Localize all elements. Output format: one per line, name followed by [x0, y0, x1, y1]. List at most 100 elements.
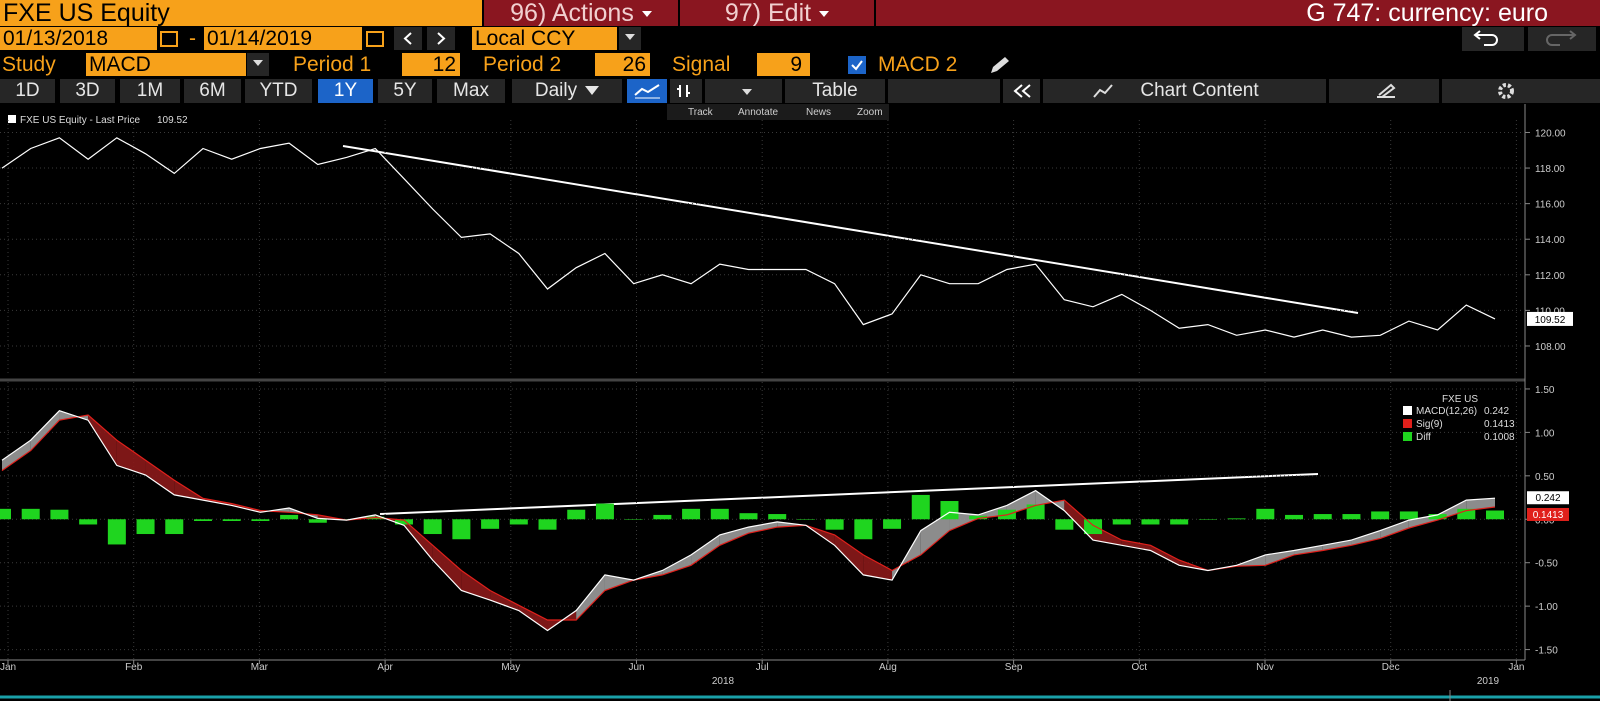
- end-date[interactable]: 01/14/2019: [204, 27, 362, 50]
- macd-fill: [691, 534, 720, 566]
- diff-bar: [1170, 519, 1189, 525]
- legend-swatch: [8, 115, 16, 123]
- calendar-icon[interactable]: [160, 31, 178, 47]
- settings-buttons[interactable]: [1329, 79, 1600, 103]
- chart-bg: [0, 104, 1600, 701]
- actions-menu[interactable]: 96) Actions: [484, 0, 678, 26]
- currency[interactable]: Local CCY: [472, 27, 617, 50]
- macd-fill: [863, 554, 893, 581]
- macd-fill: [719, 527, 749, 546]
- legend-value: 0.1413: [1484, 419, 1515, 430]
- last-value-box: [1527, 507, 1569, 521]
- price-legend: FXE US Equity - Last Price: [20, 115, 140, 126]
- tool-button[interactable]: Annotate: [738, 107, 779, 118]
- range-button[interactable]: 1Y: [318, 79, 373, 103]
- last-value-box: [1527, 311, 1573, 326]
- x-tick-label: Dec: [1382, 662, 1400, 673]
- legend-swatch: [1403, 406, 1412, 415]
- legend-swatch: [1403, 419, 1412, 428]
- series-line: [1, 410, 1496, 632]
- diff-bar: [21, 508, 40, 520]
- study-dropdown[interactable]: [247, 53, 269, 76]
- macd-fill: [1322, 540, 1352, 551]
- diff-bar: [1457, 508, 1476, 520]
- x-tick-label: Jan: [1508, 662, 1524, 673]
- y-tick-label: 120.00: [1535, 128, 1566, 139]
- period2[interactable]: 26: [595, 53, 650, 76]
- chart-style-buttons[interactable]: [627, 79, 782, 103]
- legend-name: Diff: [1416, 432, 1431, 443]
- calendar-icon[interactable]: [366, 31, 384, 47]
- series-line: [1, 414, 1496, 621]
- diff-bar: [280, 514, 299, 520]
- diff-bar: [1256, 508, 1275, 520]
- table-button[interactable]: Table: [785, 79, 885, 103]
- x-tick-label: Sep: [1005, 662, 1023, 673]
- macd-fill: [1150, 545, 1180, 566]
- diff-bar: [1428, 514, 1447, 520]
- macd-fill: [834, 534, 864, 575]
- macd2-label: MACD 2: [878, 53, 958, 76]
- undo-redo[interactable]: [1462, 27, 1596, 51]
- macd-fill: [748, 521, 778, 534]
- signal[interactable]: 9: [757, 53, 810, 76]
- currency-dropdown[interactable]: [619, 27, 641, 50]
- y-tick-label: 1.50: [1535, 385, 1555, 396]
- checkbox[interactable]: [848, 56, 866, 74]
- security[interactable]: FXE US Equity: [0, 0, 482, 26]
- y-tick-label: 114.00: [1535, 235, 1565, 246]
- price-line: [1, 137, 1496, 338]
- macd-fill: [920, 512, 950, 555]
- function-title: G 747: currency: euro: [876, 0, 1600, 26]
- macd-fill: [576, 574, 605, 621]
- diff-bar: [595, 503, 614, 520]
- edit-menu[interactable]: 97) Edit: [680, 0, 874, 26]
- diff-bar: [308, 519, 327, 523]
- macd-fill: [116, 440, 146, 475]
- diff-bar: [509, 519, 528, 525]
- range-button[interactable]: 6M: [184, 79, 241, 103]
- caret: [585, 86, 600, 96]
- range-button[interactable]: 3D: [60, 79, 115, 103]
- tool-button[interactable]: Zoom: [857, 107, 883, 118]
- tool-button[interactable]: News: [806, 107, 832, 118]
- y-tick-label: -1.00: [1535, 602, 1558, 613]
- caret: [253, 59, 263, 66]
- macd-fill: [518, 605, 548, 631]
- macd-fill: [1351, 530, 1381, 546]
- period1[interactable]: 12: [402, 53, 460, 76]
- chart-tools: [667, 104, 889, 120]
- x-tick-label: Mar: [251, 662, 269, 673]
- diff-bar: [796, 519, 815, 520]
- frequency[interactable]: Daily: [512, 79, 622, 103]
- y-tick-label: 112.00: [1535, 271, 1565, 282]
- diff-bar: [624, 519, 643, 520]
- caret: [641, 11, 652, 18]
- range-button[interactable]: 1M: [120, 79, 180, 103]
- period1-label: Period 1: [293, 53, 372, 76]
- nav-arrows[interactable]: [394, 27, 460, 50]
- range-button[interactable]: Max: [437, 79, 505, 103]
- diff-bar: [423, 519, 442, 535]
- macd-fill: [1121, 540, 1151, 551]
- study[interactable]: MACD: [86, 53, 246, 76]
- range-button[interactable]: YTD: [245, 79, 312, 103]
- diff-bar: [1227, 518, 1246, 520]
- y-tick-label: 116.00: [1535, 200, 1565, 211]
- collapse-button[interactable]: [1003, 79, 1040, 103]
- range-button[interactable]: 1D: [0, 79, 55, 103]
- diff-bar: [653, 514, 672, 520]
- trendline: [342, 145, 1359, 314]
- macd-fill: [662, 554, 692, 575]
- tool-button[interactable]: Track: [688, 107, 713, 118]
- start-date[interactable]: 01/13/2018: [0, 27, 157, 50]
- range-button[interactable]: 5Y: [378, 79, 432, 103]
- pencil-icon[interactable]: [987, 55, 1013, 75]
- diff-bar: [165, 519, 184, 535]
- actions-label: 96) Actions: [510, 0, 634, 27]
- last-value-label: 0.242: [1535, 493, 1560, 504]
- last-price: 109.52: [157, 115, 188, 126]
- macd-fill: [604, 574, 634, 591]
- chart-content[interactable]: Chart Content: [1043, 79, 1326, 103]
